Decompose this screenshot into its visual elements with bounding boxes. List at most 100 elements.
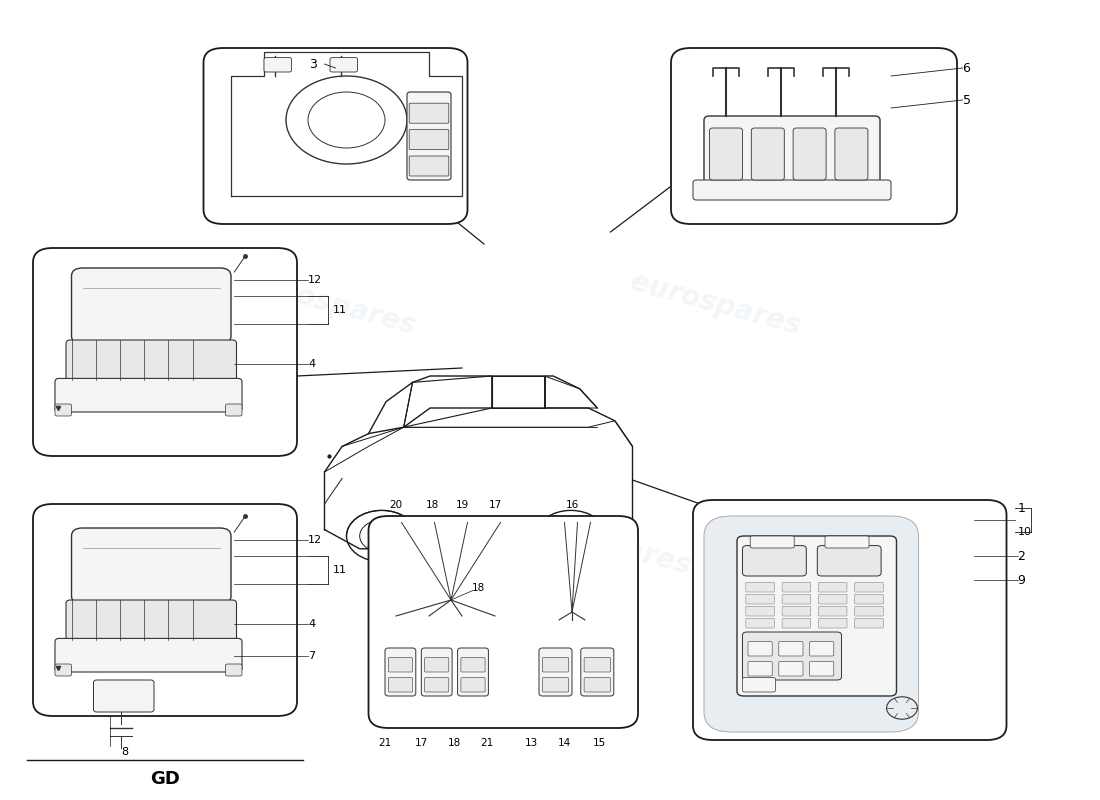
FancyBboxPatch shape [72,268,231,344]
FancyBboxPatch shape [855,582,883,592]
FancyBboxPatch shape [704,516,918,732]
FancyBboxPatch shape [782,594,811,604]
Text: eurospares: eurospares [242,268,418,340]
FancyBboxPatch shape [461,678,485,692]
FancyBboxPatch shape [581,648,614,696]
FancyBboxPatch shape [818,606,847,616]
FancyBboxPatch shape [66,340,236,380]
FancyBboxPatch shape [835,128,868,180]
FancyBboxPatch shape [55,404,72,416]
Text: 12: 12 [308,275,322,285]
FancyBboxPatch shape [825,536,869,548]
Text: 4: 4 [308,619,315,629]
FancyBboxPatch shape [33,248,297,456]
FancyBboxPatch shape [810,662,834,676]
FancyBboxPatch shape [742,678,775,692]
Text: 21: 21 [378,738,392,747]
FancyBboxPatch shape [793,128,826,180]
FancyBboxPatch shape [748,642,772,656]
FancyBboxPatch shape [693,180,891,200]
Text: 7: 7 [308,651,315,661]
FancyBboxPatch shape [388,658,412,672]
Text: 8: 8 [121,747,128,757]
FancyBboxPatch shape [409,156,449,176]
Text: 18: 18 [472,583,485,593]
FancyBboxPatch shape [779,642,803,656]
FancyBboxPatch shape [55,638,242,672]
FancyBboxPatch shape [407,92,451,180]
FancyBboxPatch shape [746,606,774,616]
FancyBboxPatch shape [751,128,784,180]
FancyBboxPatch shape [94,680,154,712]
FancyBboxPatch shape [779,662,803,676]
FancyBboxPatch shape [818,582,847,592]
Text: 17: 17 [415,738,428,747]
FancyBboxPatch shape [458,648,488,696]
Text: 17: 17 [488,499,502,510]
Text: 18: 18 [426,499,439,510]
FancyBboxPatch shape [782,582,811,592]
Text: 20: 20 [389,499,403,510]
Text: 12: 12 [308,535,322,545]
Text: 11: 11 [333,565,348,575]
Text: 3: 3 [309,58,318,70]
FancyBboxPatch shape [542,658,569,672]
Text: 4: 4 [308,359,315,369]
FancyBboxPatch shape [72,528,231,604]
FancyBboxPatch shape [818,594,847,604]
FancyBboxPatch shape [425,658,449,672]
FancyBboxPatch shape [742,632,842,680]
FancyBboxPatch shape [746,594,774,604]
FancyBboxPatch shape [737,536,896,696]
FancyBboxPatch shape [421,648,452,696]
FancyBboxPatch shape [66,600,236,640]
Text: GD: GD [150,770,180,789]
Text: 9: 9 [1018,574,1025,586]
FancyBboxPatch shape [204,48,468,224]
Text: 16: 16 [565,499,579,510]
Text: 11: 11 [333,305,348,315]
FancyBboxPatch shape [542,678,569,692]
Text: eurospares: eurospares [627,268,803,340]
FancyBboxPatch shape [425,678,449,692]
FancyBboxPatch shape [55,664,72,676]
FancyBboxPatch shape [671,48,957,224]
FancyBboxPatch shape [810,642,834,656]
FancyBboxPatch shape [704,116,880,184]
Text: 1: 1 [1018,502,1025,514]
Text: eurospares: eurospares [517,508,693,580]
Text: 19: 19 [455,499,469,510]
FancyBboxPatch shape [746,618,774,628]
FancyBboxPatch shape [368,516,638,728]
FancyBboxPatch shape [855,594,883,604]
Text: eurospares: eurospares [110,508,286,580]
Text: 10: 10 [1018,527,1032,537]
FancyBboxPatch shape [817,546,881,576]
FancyBboxPatch shape [818,618,847,628]
Text: 21: 21 [481,738,494,747]
Text: 2: 2 [1018,550,1025,562]
FancyBboxPatch shape [385,648,416,696]
FancyBboxPatch shape [461,658,485,672]
FancyBboxPatch shape [693,500,1006,740]
FancyBboxPatch shape [855,606,883,616]
FancyBboxPatch shape [746,582,774,592]
FancyBboxPatch shape [584,678,610,692]
FancyBboxPatch shape [782,606,811,616]
FancyBboxPatch shape [226,404,242,416]
FancyBboxPatch shape [782,618,811,628]
Text: 14: 14 [558,738,571,747]
Text: 13: 13 [525,738,538,747]
Text: 18: 18 [448,738,461,747]
FancyBboxPatch shape [388,678,412,692]
FancyBboxPatch shape [855,618,883,628]
FancyBboxPatch shape [55,378,242,412]
FancyBboxPatch shape [409,103,449,123]
FancyBboxPatch shape [710,128,742,180]
FancyBboxPatch shape [226,664,242,676]
FancyBboxPatch shape [750,536,794,548]
FancyBboxPatch shape [409,130,449,150]
Text: 5: 5 [962,94,970,106]
FancyBboxPatch shape [539,648,572,696]
FancyBboxPatch shape [330,58,358,72]
